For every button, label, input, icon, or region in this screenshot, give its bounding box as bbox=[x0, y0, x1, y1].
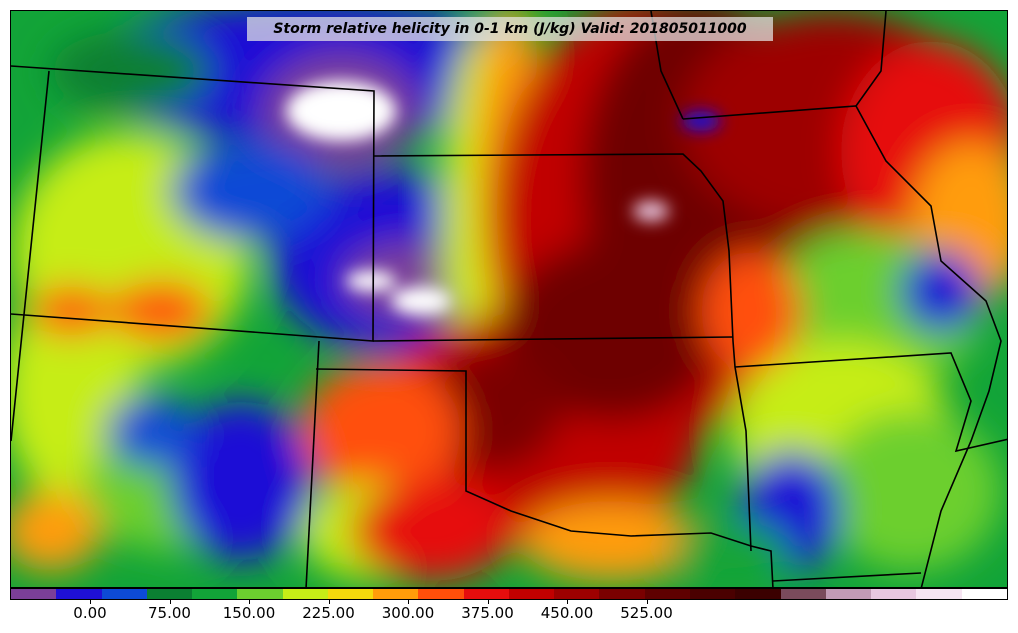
border-ar-west bbox=[732, 340, 752, 552]
border-la bbox=[772, 572, 922, 582]
colorbar-swatch bbox=[418, 589, 464, 599]
colorbar-swatch bbox=[961, 589, 1007, 599]
border-ne bbox=[855, 11, 887, 107]
colorbar-tick-label: 225.00 bbox=[302, 604, 355, 622]
colorbar-tick-mark bbox=[408, 600, 409, 604]
colorbar-tick-label: 0.00 bbox=[73, 604, 107, 622]
colorbar-swatch bbox=[916, 589, 962, 599]
colorbar-swatch bbox=[780, 589, 826, 599]
colorbar-swatch bbox=[599, 589, 645, 599]
map-panel: Storm relative helicity in 0-1 km (J/kg)… bbox=[10, 10, 1008, 588]
colorbar-ticks: 0.00 75.00 150.00 225.00 300.00 375.00 450.00 5… bbox=[10, 600, 1008, 630]
border-nm bbox=[305, 340, 320, 587]
colorbar-tick-mark bbox=[249, 600, 250, 604]
colorbar-tick-label: 75.00 bbox=[148, 604, 191, 622]
border-ar-mo bbox=[734, 352, 1007, 453]
colorbar-swatch bbox=[146, 589, 193, 599]
colorbar-swatch bbox=[101, 589, 147, 599]
border-ne-ks bbox=[373, 153, 734, 342]
colorbar-tick-label: 525.00 bbox=[620, 604, 673, 622]
colorbar-swatch bbox=[735, 589, 781, 599]
colorbar-tick-label: 300.00 bbox=[381, 604, 435, 622]
border-wy-co bbox=[11, 65, 375, 342]
colorbar-swatch bbox=[463, 589, 509, 599]
colorbar-tick-mark bbox=[646, 600, 648, 604]
colorbar-tick-mark bbox=[487, 600, 489, 604]
colorbar-tick-label: 150.00 bbox=[222, 604, 276, 622]
colorbar-tick-mark bbox=[567, 600, 568, 604]
colorbar-tick-mark bbox=[90, 600, 91, 604]
colorbar-tick-label: 375.00 bbox=[461, 604, 514, 622]
colorbar-swatch bbox=[554, 589, 600, 599]
colorbar-tick-mark bbox=[169, 600, 171, 604]
colorbar-swatch bbox=[689, 589, 736, 599]
colorbar-swatch bbox=[11, 589, 57, 599]
border-west bbox=[11, 70, 50, 442]
colorbar-swatch bbox=[237, 589, 283, 599]
map-title: Storm relative helicity in 0-1 km (J/kg)… bbox=[247, 17, 773, 41]
border-mississippi bbox=[682, 105, 1002, 587]
colorbar-swatch bbox=[508, 589, 555, 599]
colorbar-swatch bbox=[192, 589, 238, 599]
colorbar-swatch bbox=[871, 589, 917, 599]
colorbar-swatch bbox=[327, 589, 374, 599]
colorbar-swatch bbox=[282, 589, 328, 599]
colorbar-tick-mark bbox=[328, 600, 330, 604]
helicity-field bbox=[11, 11, 1007, 581]
helicity-minima bbox=[286, 81, 721, 315]
helicity-field-map bbox=[11, 11, 1007, 587]
state-borders bbox=[11, 11, 1007, 587]
colorbar-swatch bbox=[56, 589, 102, 599]
colorbar-swatch bbox=[373, 589, 419, 599]
colorbar-tick-label: 450.00 bbox=[540, 604, 594, 622]
colorbar-swatch bbox=[644, 589, 690, 599]
border-ks-ok bbox=[372, 336, 734, 342]
border-tx-ok bbox=[315, 368, 774, 587]
colorbar bbox=[10, 588, 1008, 600]
colorbar-swatch bbox=[825, 589, 872, 599]
